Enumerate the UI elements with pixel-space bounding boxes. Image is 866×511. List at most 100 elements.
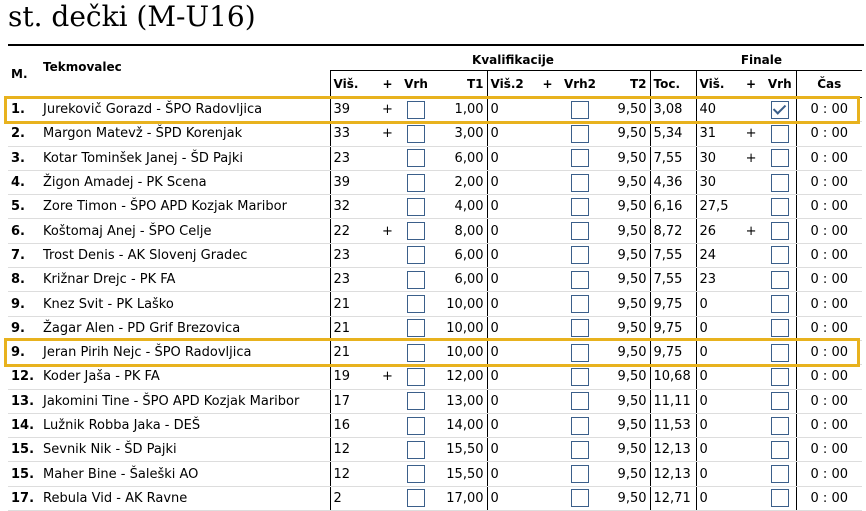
visina-cell: 2	[329, 486, 375, 511]
final-vrh-checkbox[interactable]	[770, 246, 789, 265]
final-visina-cell: 31	[695, 121, 739, 147]
title-rule	[8, 44, 864, 46]
vrh-checkbox[interactable]	[407, 343, 425, 362]
vrh2-checkbox[interactable]	[571, 124, 589, 143]
vrh2-checkbox[interactable]	[571, 270, 589, 289]
t1-cell: 15,50	[432, 437, 487, 463]
vrh2-checkbox[interactable]	[571, 343, 589, 362]
table-row: 4. Žigon Amadej - PK Scena 39 2,00 0 9,50 4,36…	[8, 170, 863, 196]
vrh-checkbox[interactable]	[407, 270, 425, 289]
vrh-checkbox[interactable]	[407, 392, 425, 411]
vrh2-checkbox[interactable]	[571, 222, 589, 241]
vrh2-checkbox[interactable]	[571, 440, 589, 459]
vrh-checkbox[interactable]	[407, 246, 425, 265]
final-vrh-checkbox[interactable]	[770, 416, 789, 435]
vrh-checkbox-cell	[400, 316, 432, 341]
t2-cell: 9,50	[600, 413, 650, 439]
toc-cell: 7,55	[649, 243, 697, 269]
final-vrh-checkbox[interactable]	[770, 489, 789, 508]
final-vrh-checkbox[interactable]	[770, 270, 789, 289]
table-row: 3. Kotar Tominšek Janej - ŠD Pajki 23 6,00 0…	[8, 146, 863, 171]
final-visina-cell: 0	[695, 437, 739, 463]
vrh2-checkbox[interactable]	[571, 392, 589, 411]
toc-cell: 5,34	[649, 121, 697, 147]
vrh2-checkbox-cell	[560, 170, 600, 196]
plus2-cell	[535, 267, 560, 293]
competitor-cell: Žigon Amadej - PK Scena	[40, 170, 330, 196]
cas-cell: 0 : 00	[795, 316, 863, 341]
vrh2-checkbox-cell	[560, 267, 600, 293]
vrh2-checkbox[interactable]	[571, 367, 589, 386]
visina-cell: 39	[329, 170, 375, 196]
visina2-cell: 0	[486, 97, 535, 123]
vrh-checkbox[interactable]	[407, 222, 425, 241]
vrh-checkbox-cell	[400, 291, 432, 317]
vrh2-checkbox[interactable]	[571, 319, 589, 338]
final-vrh-checkbox[interactable]	[770, 343, 789, 362]
table-row: 12. Koder Jaša - PK FA 19 +12,00 0 9,50 10,68 0…	[8, 364, 863, 390]
table-row: 9. Knez Svit - PK Laško 21 10,00 0 9,50 9,75 0 0…	[8, 291, 863, 317]
vrh2-checkbox[interactable]	[571, 100, 589, 119]
rank-cell: 9.	[8, 316, 40, 341]
vrh-checkbox[interactable]	[407, 416, 425, 435]
vrh-checkbox[interactable]	[407, 489, 425, 508]
final-vrh-checkbox[interactable]	[770, 222, 789, 241]
final-vrh-checkbox[interactable]	[770, 173, 789, 192]
vrh2-checkbox[interactable]	[571, 465, 589, 484]
final-vrh-checkbox[interactable]	[770, 295, 789, 314]
vrh-checkbox[interactable]	[407, 295, 425, 314]
vrh2-checkbox[interactable]	[571, 149, 589, 168]
table-row: 9. Jeran Pirih Nejc - ŠPO Radovljica 21 10,…	[8, 340, 863, 366]
plus-cell	[375, 170, 400, 196]
final-vrh-checkbox[interactable]	[770, 465, 789, 484]
final-vrh-checkbox[interactable]	[770, 124, 789, 143]
final-vrh-checkbox[interactable]	[770, 440, 789, 459]
vrh-checkbox[interactable]	[407, 173, 425, 192]
vrh-checkbox[interactable]	[407, 367, 425, 386]
visina-cell: 19	[329, 364, 375, 390]
final-visina-cell: 0	[695, 291, 739, 317]
vrh2-checkbox[interactable]	[571, 173, 589, 192]
results-table: M. Tekmovalec Kvalifikacije Finale Viš. …	[8, 50, 863, 511]
final-plus-cell	[738, 267, 765, 293]
final-vrh-checkbox-cell	[764, 340, 797, 366]
cas-cell: 0 : 00	[795, 97, 863, 123]
final-visina-cell: 0	[695, 486, 739, 511]
competitor-cell: Koder Jaša - PK FA	[40, 364, 330, 390]
vrh2-checkbox-cell	[560, 437, 600, 463]
vrh2-checkbox[interactable]	[571, 489, 589, 508]
final-plus-cell: +	[738, 146, 765, 171]
vrh-checkbox[interactable]	[407, 100, 425, 119]
visina-cell: 39	[329, 97, 375, 123]
vrh2-checkbox[interactable]	[571, 197, 589, 216]
final-vrh-checkbox[interactable]	[770, 319, 789, 338]
vrh-checkbox[interactable]	[407, 149, 425, 168]
vrh-checkbox[interactable]	[407, 440, 425, 459]
plus-cell: +	[375, 121, 400, 147]
t2-cell: 9,50	[600, 146, 650, 171]
final-visina-cell: 40	[695, 97, 739, 123]
final-plus-cell	[738, 486, 765, 511]
vrh2-checkbox[interactable]	[571, 416, 589, 435]
vrh-checkbox[interactable]	[407, 319, 425, 338]
t2-cell: 9,50	[600, 121, 650, 147]
vrh2-checkbox[interactable]	[571, 246, 589, 265]
final-vrh-checkbox[interactable]	[770, 367, 789, 386]
visina-cell: 17	[329, 389, 375, 414]
visina-cell: 23	[329, 146, 375, 171]
vrh2-checkbox-cell	[560, 97, 600, 123]
final-vrh-checkbox[interactable]	[770, 100, 789, 119]
visina2-cell: 0	[486, 194, 535, 220]
header-plus2: +	[535, 70, 560, 98]
t1-cell: 4,00	[432, 194, 487, 220]
vrh-checkbox[interactable]	[407, 465, 425, 484]
visina2-cell: 0	[486, 291, 535, 317]
vrh-checkbox[interactable]	[407, 124, 425, 143]
vrh-checkbox[interactable]	[407, 197, 425, 216]
final-visina-cell: 24	[695, 243, 739, 269]
vrh2-checkbox[interactable]	[571, 295, 589, 314]
t1-cell: 13,00	[432, 389, 487, 414]
final-vrh-checkbox[interactable]	[770, 392, 789, 411]
final-vrh-checkbox[interactable]	[770, 197, 789, 216]
final-vrh-checkbox[interactable]	[770, 149, 789, 168]
